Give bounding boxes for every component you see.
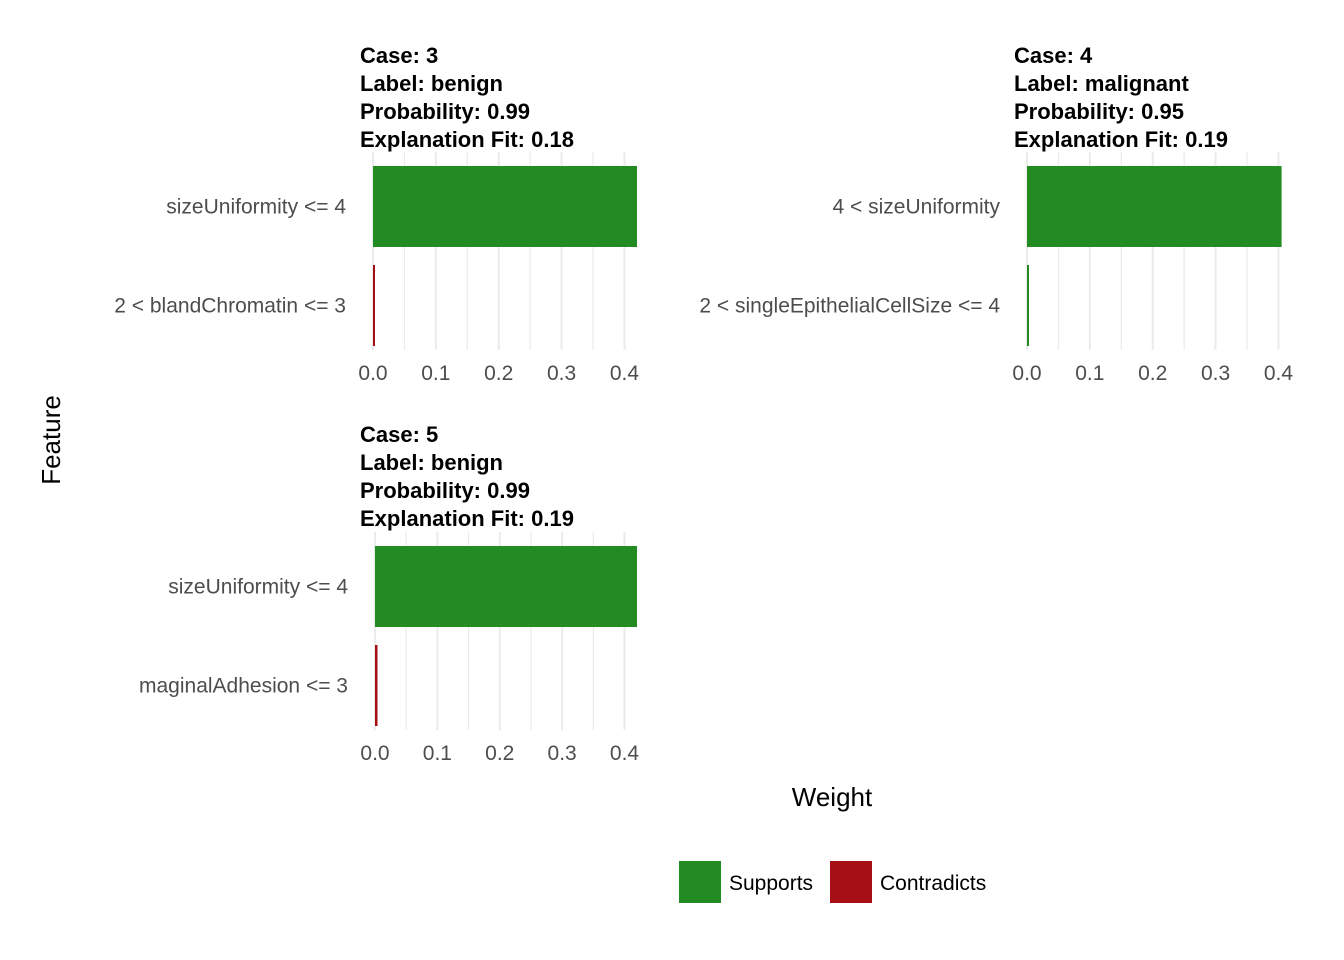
x-tick-label: 0.3 — [547, 362, 576, 385]
bar-contradicts — [375, 645, 378, 726]
bar-contradicts — [373, 265, 375, 346]
legend: Supports Contradicts — [679, 861, 986, 903]
x-tick-label: 0.1 — [1075, 362, 1104, 385]
x-tick-label: 0.0 — [1012, 362, 1041, 385]
legend-label-contradicts: Contradicts — [880, 872, 986, 895]
facet-title-line: Label: benign — [360, 71, 503, 96]
facet-panel: Case: 5 Label: benign Probability: 0.99 Exp… — [139, 422, 639, 765]
y-axis-title: Feature — [36, 395, 66, 485]
facet-title-line: Label: benign — [360, 450, 503, 475]
x-tick-label: 0.3 — [1201, 362, 1230, 385]
feature-label: sizeUniformity <= 4 — [166, 196, 346, 219]
x-tick-label: 0.2 — [485, 742, 514, 765]
legend-swatch-contradicts — [830, 861, 872, 903]
facet-title-line: Case: 4 — [1014, 43, 1093, 68]
facet-panel: Case: 4 Label: malignant Probability: 0.95… — [699, 43, 1293, 385]
facet-title-line: Probability: 0.99 — [360, 478, 530, 503]
bar-supports — [373, 166, 637, 247]
feature-label: 2 < blandChromatin <= 3 — [114, 295, 346, 318]
facet-panels: Case: 3 Label: benign Probability: 0.99 Exp… — [114, 43, 1293, 765]
x-tick-label: 0.4 — [1264, 362, 1294, 385]
x-tick-label: 0.1 — [423, 742, 452, 765]
x-tick-label: 0.3 — [548, 742, 577, 765]
facet-title-line: Probability: 0.99 — [360, 99, 530, 124]
feature-label: 4 < sizeUniformity — [833, 196, 1001, 219]
x-tick-label: 0.1 — [421, 362, 450, 385]
x-axis-title: Weight — [792, 782, 873, 812]
feature-label: 2 < singleEpithelialCellSize <= 4 — [699, 295, 1000, 318]
bar-supports — [1027, 166, 1282, 247]
feature-label: sizeUniformity <= 4 — [168, 576, 348, 599]
x-tick-label: 0.0 — [358, 362, 387, 385]
facet-title-line: Explanation Fit: 0.19 — [360, 506, 574, 531]
facet-title-line: Explanation Fit: 0.18 — [360, 127, 574, 152]
x-tick-label: 0.4 — [610, 742, 640, 765]
facet-title-line: Probability: 0.95 — [1014, 99, 1184, 124]
legend-swatch-supports — [679, 861, 721, 903]
x-tick-label: 0.4 — [610, 362, 640, 385]
feature-label: maginalAdhesion <= 3 — [139, 675, 348, 698]
facet-title-line: Case: 3 — [360, 43, 438, 68]
facet-title-line: Explanation Fit: 0.19 — [1014, 127, 1228, 152]
x-tick-label: 0.0 — [360, 742, 389, 765]
bar-supports — [1027, 265, 1029, 346]
legend-label-supports: Supports — [729, 872, 813, 895]
facet-title-line: Label: malignant — [1014, 71, 1189, 96]
facet-panel: Case: 3 Label: benign Probability: 0.99 Exp… — [114, 43, 639, 385]
facet-title-line: Case: 5 — [360, 422, 438, 447]
bar-supports — [375, 546, 637, 627]
x-tick-label: 0.2 — [484, 362, 513, 385]
x-tick-label: 0.2 — [1138, 362, 1167, 385]
